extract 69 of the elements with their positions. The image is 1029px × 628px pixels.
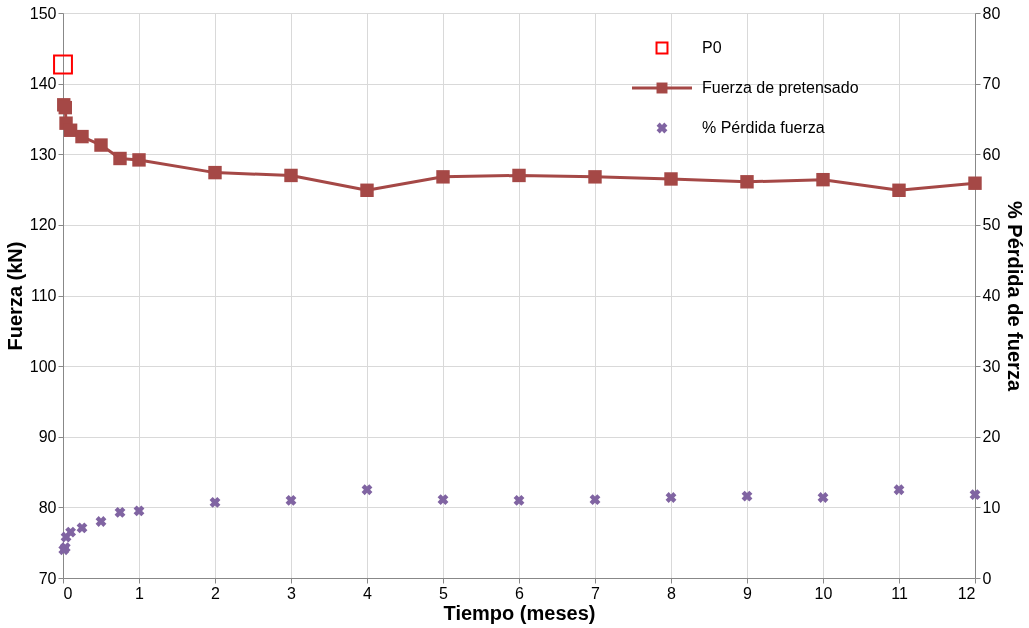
x-tick-label: 5 [439,584,449,602]
y2-tick-label: 40 [982,287,1001,304]
x-tick-label: 1 [135,584,145,602]
point [437,494,449,506]
y2-tick-label: 80 [982,4,1001,22]
x-tick-label: 6 [515,584,525,602]
x-tick-label: 10 [814,584,833,602]
y-tick-label: 70 [38,569,57,587]
x-tick-label: 11 [891,584,908,602]
y2-tick-label: 20 [982,428,1001,446]
point [284,168,298,183]
point [65,526,77,538]
x-tick-label: 9 [743,584,753,602]
y-tick-label: 140 [29,75,57,93]
y-tick-label: 100 [29,357,57,375]
point [816,172,830,187]
point [817,492,829,503]
point [588,170,602,184]
y2-tick-label: 30 [982,357,1001,375]
y2-tick-label: 60 [982,145,1001,163]
y2-tick-label: 0 [982,569,992,587]
y-tick-label: 150 [29,4,57,22]
legend-label: % Pérdida fuerza [702,119,825,136]
y2-tick-label: 70 [982,75,1001,93]
point [969,489,981,501]
x-tick-label: 7 [591,584,601,602]
point [892,183,906,197]
point [95,516,107,527]
y-tick-label: 110 [30,287,57,304]
y2-tick-label: 10 [982,498,1001,516]
y-axis-title: Fuerza (kN) [3,241,26,351]
point [208,165,222,180]
point [132,153,146,167]
x-tick-label: 0 [63,584,73,602]
y-tick-label: 80 [38,498,57,516]
y2-tick-label: 50 [982,216,1001,234]
point [893,484,905,496]
y-tick-label: 120 [29,216,57,234]
x-axis-title: Tiempo (meses) [443,601,596,624]
point [53,54,73,75]
legend-label: P0 [702,39,722,56]
point [436,170,450,184]
point [664,172,678,186]
point [361,484,373,496]
x-tick-label: 2 [211,584,221,602]
y-tick-label: 90 [38,428,57,446]
point [513,494,525,506]
point [76,522,88,534]
y-tick-label: 130 [29,145,57,163]
x-tick-label: 4 [363,584,373,602]
legend-label: Fuerza de pretensado [702,79,859,96]
point [94,138,108,152]
point [512,168,526,183]
x-tick-label: 3 [287,584,297,602]
point [360,183,374,197]
point [589,494,601,506]
point [113,151,127,166]
point [665,492,677,503]
point [114,506,126,518]
point [209,497,221,508]
point [740,175,754,189]
point [133,505,145,517]
x-tick-label: 12 [957,584,976,602]
point [968,176,982,190]
x-tick-label: 8 [667,584,677,602]
point [741,490,753,502]
point [75,129,89,144]
point [285,494,297,506]
y2-axis-title: % Pérdida de fuerza [1004,200,1027,392]
